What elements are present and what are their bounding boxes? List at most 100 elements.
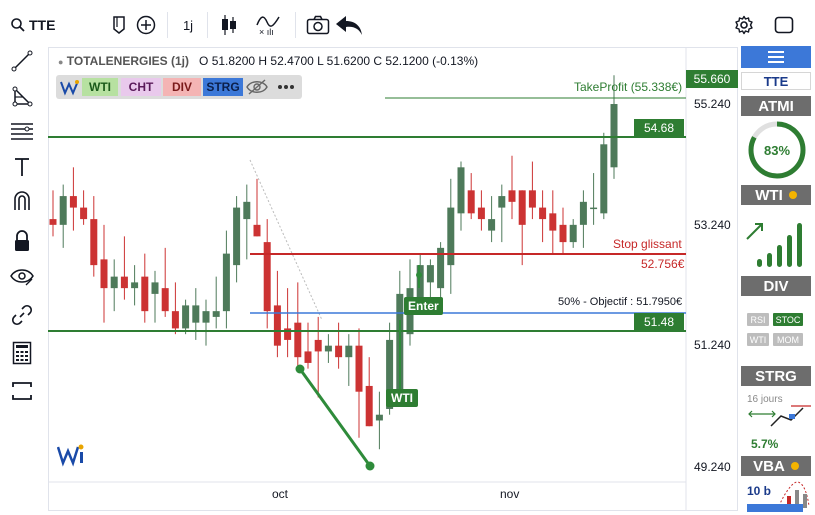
div-chip-wti[interactable]: WTI	[747, 333, 769, 346]
wai-logo-icon[interactable]	[60, 78, 80, 96]
stop-value-label: 52.756€	[641, 257, 685, 271]
price-axis-label: 53.240	[694, 218, 731, 232]
symbol-name: TOTALENERGIES (1j)	[66, 54, 190, 68]
trendline-icon	[11, 50, 33, 72]
magnet-icon	[14, 191, 30, 210]
resistance-price-tag[interactable]: 54.68	[634, 119, 684, 137]
eye-slash-icon[interactable]	[246, 79, 268, 95]
text-tool[interactable]	[8, 154, 36, 180]
wti-status-dot	[788, 191, 797, 199]
strg-toggle-button[interactable]: STRG	[203, 78, 243, 96]
wti-header: WTI	[741, 185, 811, 205]
toolbar-separator	[295, 12, 296, 38]
vba-status-dot	[790, 462, 799, 470]
enter-annotation[interactable]: Enter	[404, 297, 443, 315]
text-icon	[15, 158, 29, 176]
indicators-icon: × ılı	[256, 16, 280, 37]
link-tool[interactable]	[8, 302, 36, 328]
vba-progress-bar	[747, 504, 803, 512]
lock-tool[interactable]	[8, 228, 36, 254]
snapshot-button[interactable]	[305, 12, 331, 38]
drawing-toolbar	[0, 48, 44, 515]
indicators-button[interactable]: × ılı	[254, 12, 282, 38]
vba-bars-count: 10 b	[747, 484, 772, 498]
lock-icon	[15, 230, 29, 251]
objective-label: 50% - Objectif : 51.7950€	[558, 296, 683, 308]
wti-toggle-button[interactable]: WTI	[82, 78, 118, 96]
wai-watermark-logo	[57, 444, 84, 467]
compare-symbol-button[interactable]	[108, 12, 130, 38]
ohlc-values: O 51.8200 H 52.4700 L 51.6200 C 52.1200 …	[199, 54, 479, 68]
link-icon	[11, 304, 33, 326]
div-toggle-button[interactable]: DIV	[163, 78, 201, 96]
div-chip-mom[interactable]: MOM	[773, 333, 803, 346]
timeframe-label: 1j	[182, 17, 194, 33]
strg-trend-icon[interactable]	[747, 404, 811, 428]
hamburger-icon	[768, 51, 784, 63]
undo-arrow-icon	[336, 16, 362, 35]
stop-title-label: Stop glissant	[613, 237, 682, 251]
plus-circle-icon	[136, 15, 156, 35]
fibonacci-icon	[11, 123, 33, 140]
trendline-tool[interactable]	[8, 48, 36, 74]
indicator-panel: TTE ATMI 83% WTI DIV RSI STOC WTI MOM ST…	[739, 42, 815, 515]
panel-menu-button[interactable]	[741, 46, 811, 68]
timeframe-button[interactable]: 1j	[176, 12, 200, 38]
take-profit-label: TakeProfit (55.338€)	[574, 80, 683, 94]
chart-pane[interactable]	[48, 47, 738, 511]
calculator-tool[interactable]	[8, 340, 36, 366]
current-price-tag: 55.660	[686, 70, 738, 88]
atmi-value: 83%	[764, 143, 790, 158]
strg-days: 16 jours	[747, 394, 783, 405]
camera-icon	[306, 15, 330, 35]
expand-icon	[12, 382, 32, 400]
wti-signal-bars[interactable]	[743, 209, 811, 269]
panel-symbol: TTE	[741, 72, 811, 90]
fullscreen-button[interactable]	[771, 12, 797, 38]
price-axis-label: 55.240	[694, 97, 731, 111]
window-icon	[774, 16, 794, 34]
toolbar-separator	[207, 12, 208, 38]
symbol-label: TTE	[29, 17, 56, 33]
date-axis-label: oct	[272, 487, 289, 501]
eye-icon	[10, 269, 34, 286]
price-axis-label: 51.240	[694, 338, 731, 352]
vba-trend-icon[interactable]	[777, 478, 811, 508]
div-chip-stoc[interactable]: STOC	[773, 313, 803, 326]
strg-header: STRG	[741, 366, 811, 386]
atmi-header: ATMI	[741, 96, 811, 116]
fit-screen-tool[interactable]	[8, 378, 36, 404]
visibility-tool[interactable]	[8, 264, 36, 290]
chart-type-button[interactable]	[216, 12, 242, 38]
settings-button[interactable]	[731, 12, 757, 38]
shield-icon	[113, 16, 125, 34]
toolbar-separator	[167, 12, 168, 38]
candles-icon	[222, 15, 236, 35]
div-header: DIV	[741, 276, 811, 296]
div-chip-rsi[interactable]: RSI	[747, 313, 769, 326]
add-symbol-button[interactable]	[134, 12, 158, 38]
search-icon	[11, 18, 25, 32]
indicator-toggle-row: WTI CHT DIV STRG	[56, 75, 302, 99]
fib-tool[interactable]	[8, 118, 36, 144]
strg-pct: 5.7%	[751, 437, 779, 451]
more-icon[interactable]	[276, 79, 296, 95]
undo-button[interactable]	[333, 12, 365, 38]
vba-header: VBA	[741, 456, 811, 476]
date-axis-label: nov	[500, 487, 520, 501]
cht-toggle-button[interactable]: CHT	[121, 78, 161, 96]
chart-legend: ● TOTALENERGIES (1j) O 51.8200 H 52.4700…	[58, 54, 479, 68]
gear-icon	[735, 15, 753, 35]
triangle-pattern-icon	[12, 86, 33, 107]
top-toolbar: TTE 1j × ılı	[0, 0, 815, 48]
price-axis-label: 49.240	[694, 460, 731, 474]
pattern-tool[interactable]	[8, 84, 36, 110]
magnet-tool[interactable]	[8, 188, 36, 214]
support-price-tag[interactable]: 51.48	[634, 313, 684, 331]
calculator-icon	[12, 341, 32, 365]
svg-text:× ılı: × ılı	[259, 27, 274, 37]
symbol-search[interactable]: TTE	[10, 12, 56, 38]
wti-annotation[interactable]: WTI	[386, 389, 418, 407]
atmi-gauge[interactable]: 83%	[745, 118, 809, 182]
